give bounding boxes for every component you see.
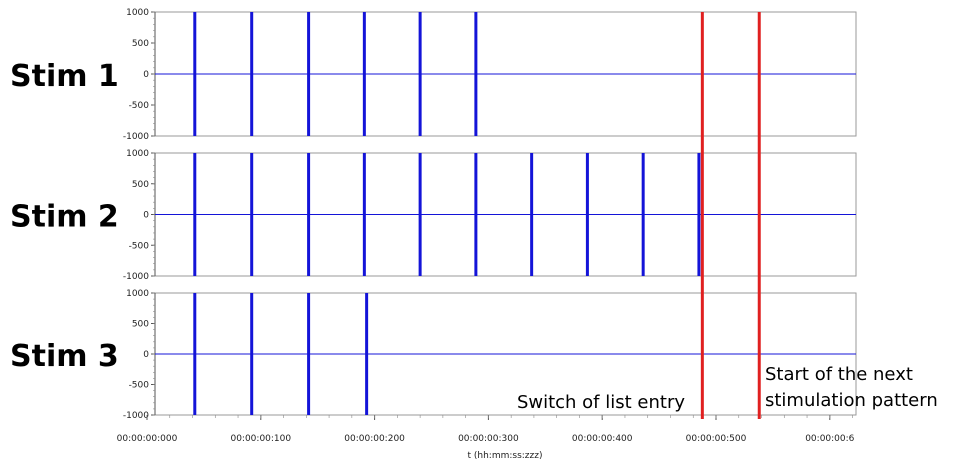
annotation-start-next: stimulation pattern — [765, 390, 938, 411]
x-tick-label: 00:00:00:300 — [458, 434, 519, 444]
x-axis-label: t (hh:mm:ss:zzz) — [467, 451, 542, 461]
x-tick-label: 00:00:00:100 — [230, 434, 291, 444]
y-tick-label: 500 — [132, 180, 149, 190]
y-tick-label: 1000 — [126, 289, 149, 299]
y-tick-label: -1000 — [123, 272, 149, 282]
y-tick-label: 0 — [143, 350, 149, 360]
panel-label: Stim 3 — [10, 339, 119, 374]
y-tick-label: 500 — [132, 320, 149, 330]
y-tick-label: -1000 — [123, 132, 149, 142]
y-tick-label: 0 — [143, 70, 149, 80]
y-tick-label: -1000 — [123, 411, 149, 421]
y-tick-label: 0 — [143, 211, 149, 221]
panel-label: Stim 2 — [10, 200, 119, 235]
y-tick-label: -500 — [129, 241, 150, 251]
y-tick-label: 500 — [132, 39, 149, 49]
x-tick-label: 00:00:00:400 — [572, 434, 633, 444]
x-tick-label: 00:00:00:500 — [686, 434, 747, 444]
y-tick-label: 1000 — [126, 8, 149, 18]
y-tick-label: -500 — [129, 101, 150, 111]
y-tick-label: 1000 — [126, 149, 149, 159]
x-tick-label: 00:00:00:000 — [117, 434, 178, 444]
y-tick-label: -500 — [129, 381, 150, 391]
panel-label: Stim 1 — [10, 59, 119, 94]
x-tick-label: 00:00:00:6 — [805, 434, 854, 444]
annotation-switch: Switch of list entry — [517, 392, 685, 413]
annotation-start-next: Start of the next — [765, 364, 913, 385]
x-tick-label: 00:00:00:200 — [344, 434, 405, 444]
